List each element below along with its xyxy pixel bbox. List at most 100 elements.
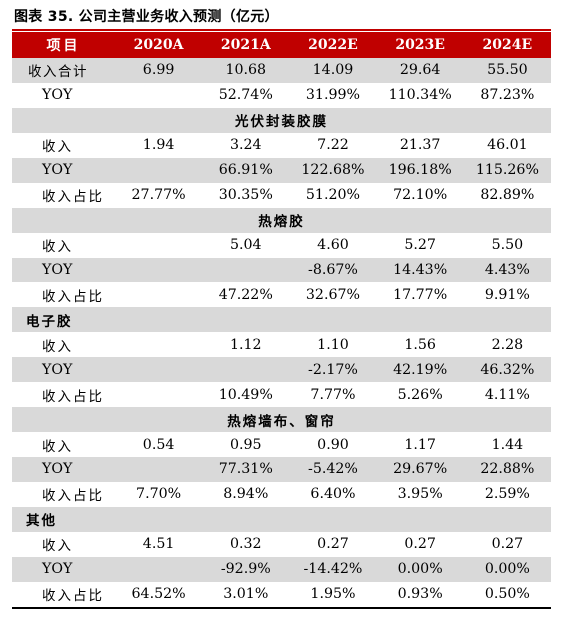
- table-cell: 5.27: [404, 237, 436, 254]
- table-cell: 27.77%: [131, 187, 186, 204]
- table-cell: 87.23%: [480, 87, 535, 104]
- table-cell: 0.27: [317, 536, 349, 553]
- table-cell: [202, 257, 290, 283]
- section-header-row: 光伏封装胶膜: [12, 107, 551, 133]
- row-label: 收入: [42, 438, 73, 455]
- table-cell: [115, 357, 203, 383]
- table-cell: 110.34%: [388, 87, 452, 104]
- table-cell: 32.67%: [305, 286, 361, 303]
- header-cell-2020a: 2020A: [115, 32, 203, 58]
- table-cell: 52.74%: [218, 87, 273, 104]
- table-cell: [202, 357, 290, 383]
- row-label: 收入合计: [12, 58, 115, 83]
- section-header-row: 热熔胶: [12, 207, 551, 233]
- table-cell: 3.01%: [223, 586, 269, 603]
- figure-caption: 图表 35. 公司主营业务收入预测（亿元）: [14, 9, 279, 25]
- table-cell: -14.42%: [289, 556, 377, 582]
- table-cell: 4.11%: [484, 386, 530, 403]
- row-label: 收入占比: [42, 189, 104, 206]
- table-cell: 0.00%: [463, 556, 551, 582]
- table-cell: 7.77%: [310, 386, 356, 403]
- table-cell: 14.43%: [376, 257, 464, 283]
- table-cell: 0.27: [491, 536, 524, 553]
- table-cell: 1.44: [491, 436, 524, 453]
- table-row: 收入合计 6.99 10.68 14.09 29.64 55.50: [12, 58, 551, 83]
- table-row: 收入占比 7.70% 8.94% 6.40% 3.95% 2.59%: [12, 482, 551, 507]
- table-row: 收入 0.54 0.95 0.90 1.17 1.44: [12, 432, 551, 457]
- table-cell: 10.49%: [218, 386, 273, 403]
- table-cell: -2.17%: [289, 357, 377, 383]
- table-cell: 14.09: [289, 58, 377, 83]
- table-cell: 72.10%: [393, 187, 448, 204]
- table-cell: 3.24: [229, 137, 262, 154]
- table-cell: 77.31%: [202, 457, 290, 482]
- table-cell: [115, 257, 203, 283]
- table-cell: 0.93%: [397, 586, 443, 603]
- bottom-rule: [12, 607, 551, 609]
- table-cell: 1.17: [404, 436, 436, 453]
- header-row: 项目 2020A 2021A 2022E 2023E 2024E: [12, 32, 551, 58]
- table-row: 收入 5.04 4.60 5.27 5.50: [12, 233, 551, 258]
- table-row: 收入占比 64.52% 3.01% 1.95% 0.93% 0.50%: [12, 582, 551, 607]
- header-cell-2024e: 2024E: [463, 32, 551, 58]
- table-cell: 1.10: [317, 336, 349, 353]
- table-row: 收入占比 47.22% 32.67% 17.77% 9.91%: [12, 282, 551, 307]
- table-cell: 5.50: [491, 237, 524, 254]
- table-cell: 0.95: [229, 436, 262, 453]
- section-header-row: 电子胶: [12, 307, 551, 333]
- row-label: 收入: [42, 239, 73, 256]
- header-cell-item: 项目: [12, 32, 115, 58]
- table-cell: 51.20%: [305, 187, 361, 204]
- table-row: YOY 66.91% 122.68% 196.18% 115.26%: [12, 157, 551, 183]
- table-cell: 4.51: [142, 536, 175, 553]
- section-title: 其他: [12, 506, 551, 532]
- table-row: 收入 1.12 1.10 1.56 2.28: [12, 332, 551, 357]
- table-cell: 17.77%: [393, 286, 448, 303]
- row-label: 收入占比: [42, 488, 104, 505]
- table-cell: 122.68%: [289, 157, 377, 183]
- table-cell: 2.59%: [484, 486, 530, 503]
- table-cell: 7.70%: [136, 486, 182, 503]
- table-cell: 1.94: [142, 137, 175, 154]
- table-cell: 115.26%: [463, 157, 551, 183]
- section-title: 光伏封装胶膜: [12, 107, 551, 133]
- section-header-row: 热熔墙布、窗帘: [12, 407, 551, 433]
- table-cell: 9.91%: [484, 286, 530, 303]
- table-cell: 7.22: [317, 137, 349, 154]
- table-cell: 1.95%: [310, 586, 356, 603]
- table-cell: [115, 382, 202, 407]
- table-cell: 31.99%: [305, 87, 361, 104]
- table-row: YOY 52.74% 31.99% 110.34% 87.23%: [12, 83, 551, 108]
- table-cell: 64.52%: [131, 586, 186, 603]
- table-row: YOY -2.17% 42.19% 46.32%: [12, 357, 551, 383]
- table-cell: [115, 457, 203, 482]
- table-row: 收入占比 27.77% 30.35% 51.20% 72.10% 82.89%: [12, 183, 551, 208]
- table-cell: 0.90: [317, 436, 349, 453]
- table-cell: 8.94%: [223, 486, 269, 503]
- table-cell: [115, 83, 202, 108]
- table-cell: [115, 233, 202, 258]
- table-cell: 4.43%: [463, 257, 551, 283]
- table-cell: 6.40%: [310, 486, 356, 503]
- table-cell: -8.67%: [289, 257, 377, 283]
- row-label: YOY: [42, 87, 73, 104]
- table-row: 收入 1.94 3.24 7.22 21.37 46.01: [12, 133, 551, 158]
- table-cell: -5.42%: [289, 457, 377, 482]
- table-cell: 0.54: [142, 436, 175, 453]
- table-cell: 5.26%: [397, 386, 443, 403]
- table-cell: [115, 556, 203, 582]
- table-row: YOY -92.9% -14.42% 0.00% 0.00%: [12, 556, 551, 582]
- table-cell: 10.68: [202, 58, 290, 83]
- table-cell: 0.00%: [376, 556, 464, 582]
- row-label: YOY: [12, 556, 115, 582]
- table-cell: 46.32%: [463, 357, 551, 383]
- revenue-forecast-table: 项目 2020A 2021A 2022E 2023E 2024E 收入合计 6.9…: [12, 32, 551, 607]
- table-row: YOY 77.31% -5.42% 29.67% 22.88%: [12, 457, 551, 482]
- section-title: 热熔胶: [12, 207, 551, 233]
- table-cell: 0.27: [404, 536, 436, 553]
- table-cell: 29.67%: [376, 457, 464, 482]
- table-cell: 82.89%: [480, 187, 535, 204]
- section-header-row: 其他: [12, 506, 551, 532]
- table-cell: 22.88%: [463, 457, 551, 482]
- row-label: 收入: [42, 338, 73, 355]
